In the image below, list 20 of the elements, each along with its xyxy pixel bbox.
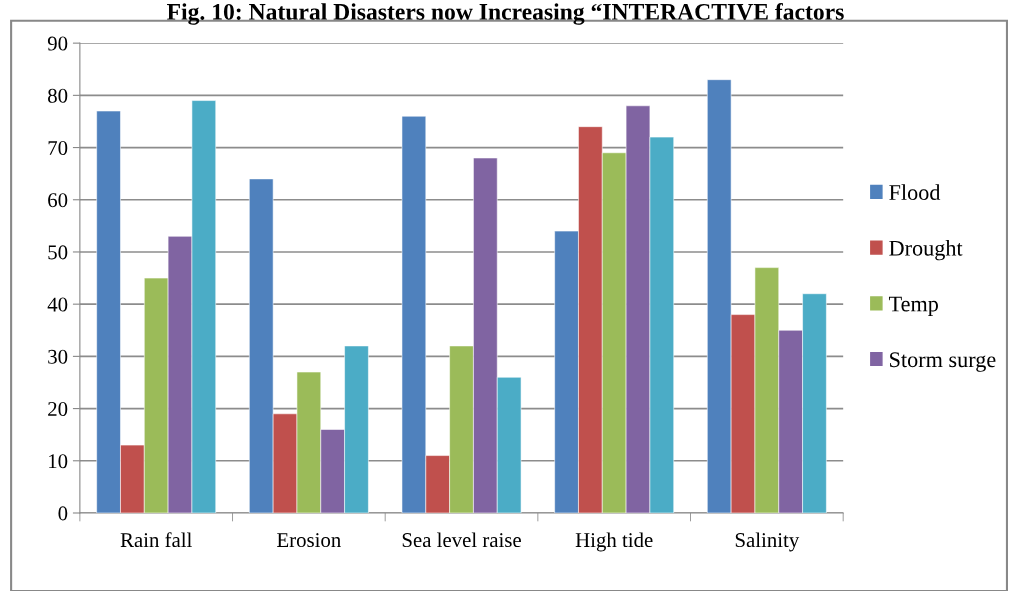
y-tick-label: 10 [49,454,68,469]
y-tick-label: 60 [48,193,68,208]
x-tick-label: High tide [575,532,653,552]
y-tick-label: 20 [48,401,68,417]
y-tick-label: 90 [47,36,68,51]
x-tick-label: Erosion [277,533,341,548]
legend-label: Flood [889,184,941,200]
y-tick-label: 70 [48,140,68,155]
legend-label: Storm surge [890,352,996,372]
chart-title: Fig. 10: Natural Disasters now Increasing “INTERACTIVE factors [167,2,844,25]
x-tick-label: Salinity [735,532,800,552]
y-tick-label: 50 [48,245,68,260]
legend-label: Drought [889,240,963,261]
legend-label: Temp [888,296,938,316]
x-tick-label: Rain fall [120,532,192,548]
y-tick-label: 0 [58,506,68,521]
y-tick-label: 40 [47,297,68,312]
x-tick-label: Sea level raise [402,532,521,548]
y-tick-label: 80 [48,88,68,103]
y-tick-label: 30 [48,349,68,364]
